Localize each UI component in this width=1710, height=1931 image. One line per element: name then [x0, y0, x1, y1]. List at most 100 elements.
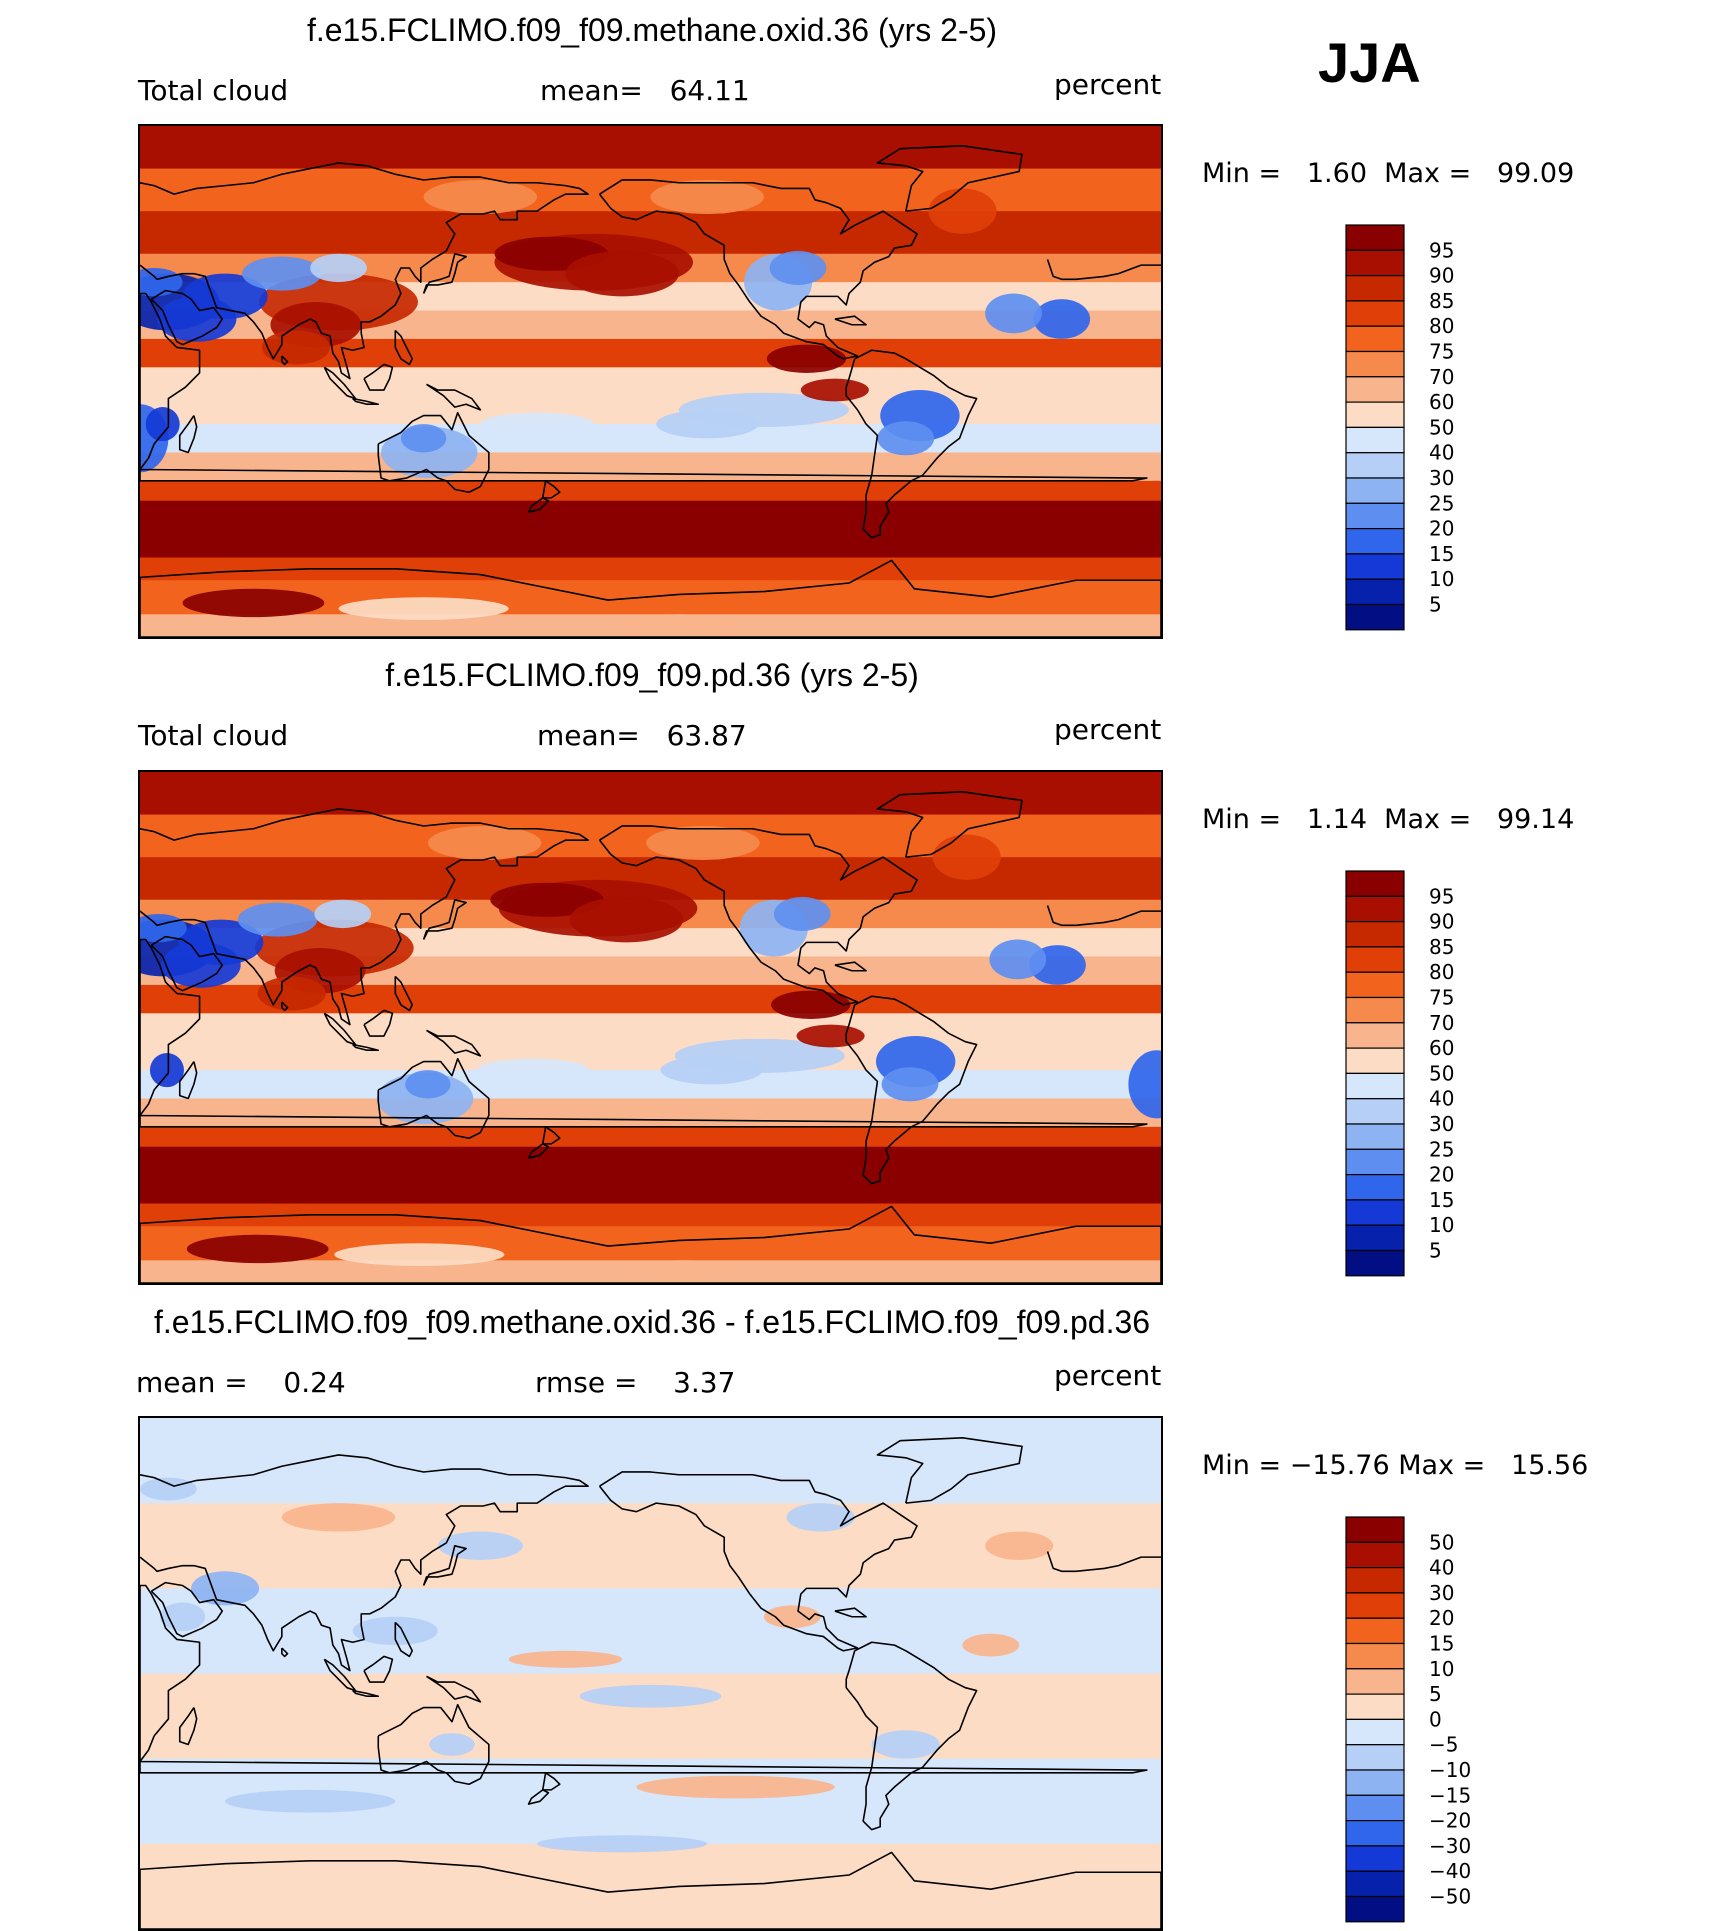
cloud-contour-region — [660, 1055, 763, 1085]
coastline — [845, 995, 978, 1185]
cloud-contour-region — [191, 1571, 260, 1606]
cloud-contour-region — [281, 1503, 396, 1532]
panel-3-colorbar: 50 40 30 20 15 10 5 0 −5 −10 −15 −20 −30 −40 −50 — [1345, 1516, 1485, 1925]
coastline — [323, 1658, 357, 1692]
colorbar-tick-label: 15 — [1429, 1188, 1454, 1212]
coastline — [598, 179, 918, 360]
map-svg — [140, 1418, 1161, 1929]
cloud-contour-region — [537, 1835, 708, 1853]
coastline — [394, 329, 414, 366]
coastline — [845, 349, 978, 539]
coastline — [178, 1061, 198, 1100]
cloud-contour-region — [820, 182, 935, 212]
colorbar-swatch — [1345, 274, 1405, 302]
colorbar-swatch — [1345, 946, 1405, 973]
colorbar-tick-label: 30 — [1429, 1112, 1454, 1136]
coastline — [363, 1009, 394, 1037]
cloud-contour-region — [490, 882, 604, 917]
coastline — [426, 383, 482, 411]
colorbar-tick-label: 20 — [1429, 1606, 1454, 1630]
cloud-band — [140, 1843, 1161, 1929]
colorbar-tick-label: 0 — [1429, 1707, 1442, 1731]
panel-3-title: f.e15.FCLIMO.f09_f09.methane.oxid.36 - f… — [153, 1304, 1151, 1340]
coastline — [281, 355, 289, 366]
cloud-contour-region — [816, 828, 930, 858]
colorbar-swatch — [1345, 249, 1405, 277]
coastline — [140, 292, 1148, 482]
colorbar-swatch — [1345, 401, 1405, 429]
colorbar-tick-label: 60 — [1429, 390, 1454, 414]
colorbar-swatch — [1345, 1744, 1405, 1771]
colorbar-swatch — [1345, 1516, 1405, 1543]
cloud-contour-region — [962, 1633, 1020, 1657]
colorbar-swatch — [1345, 996, 1405, 1024]
coastline — [876, 1437, 1023, 1504]
cloud-contour-region — [427, 825, 542, 861]
colorbar-tick-label: −10 — [1429, 1758, 1471, 1782]
colorbar-tick-label: 95 — [1429, 238, 1454, 262]
colorbar-tick-label: 75 — [1429, 986, 1454, 1010]
colorbar-tick-label: 85 — [1429, 289, 1454, 313]
coastline — [323, 366, 357, 400]
panel-1-title: f.e15.FCLIMO.f09_f09.methane.oxid.36 (yr… — [306, 12, 998, 48]
coastline — [281, 1647, 289, 1658]
cloud-contour-region — [962, 526, 1133, 549]
colorbar-swatch — [1345, 1047, 1405, 1075]
cloud-contour-region — [678, 512, 906, 535]
colorbar-tick-label: 40 — [1429, 441, 1454, 465]
cloud-contour-region — [140, 1477, 197, 1501]
colorbar-swatch — [1345, 1895, 1405, 1923]
colorbar-swatch — [1345, 1668, 1405, 1695]
cloud-contour-region — [579, 1684, 722, 1708]
cloud-contour-region — [429, 1733, 475, 1756]
cloud-band — [140, 814, 1161, 859]
colorbar-swatch — [1345, 1845, 1405, 1872]
panel-1-units: percent — [1054, 68, 1162, 101]
coastline — [140, 559, 1161, 637]
panel-1-mean-label: mean= 64.11 — [540, 74, 750, 107]
cloud-contour-region — [159, 1602, 206, 1631]
coastline — [140, 1205, 1161, 1283]
colorbar-tick-label: 60 — [1429, 1036, 1454, 1060]
coastline — [876, 145, 1023, 212]
colorbar-tick-label: 90 — [1429, 910, 1454, 934]
cloud-contour-region — [145, 407, 180, 442]
cloud-contour-region — [871, 1730, 940, 1759]
cloud-band — [140, 395, 1161, 426]
colorbar-tick-label: 70 — [1429, 1011, 1454, 1035]
colorbar-swatch — [1345, 870, 1405, 897]
panel-2-variable-label: Total cloud — [138, 719, 289, 752]
colorbar-tick-label: 85 — [1429, 935, 1454, 959]
coastline — [352, 1043, 380, 1052]
colorbar-tick-label: 20 — [1429, 1163, 1454, 1187]
coastline — [377, 1703, 490, 1786]
colorbar-swatch — [1345, 920, 1405, 948]
cloud-contour-region — [958, 1172, 1129, 1195]
panel-2-map — [138, 770, 1163, 1285]
colorbar-swatch — [1345, 224, 1405, 251]
cloud-contour-region — [985, 1531, 1054, 1560]
colorbar-tick-label: 80 — [1429, 960, 1454, 984]
coastline — [598, 1471, 918, 1652]
cloud-band — [140, 126, 1161, 170]
colorbar-swatch — [1345, 528, 1405, 555]
colorbar-tick-label: 50 — [1429, 1061, 1454, 1085]
colorbar-swatch — [1345, 1642, 1405, 1670]
cloud-contour-region — [154, 512, 296, 535]
colorbar-tick-label: 30 — [1429, 466, 1454, 490]
colorbar-swatch — [1345, 1794, 1405, 1822]
coastline — [394, 975, 414, 1012]
colorbar-tick-label: 40 — [1429, 1087, 1454, 1111]
cloud-contour-region — [786, 1503, 855, 1532]
colorbar-swatch — [1345, 971, 1405, 999]
colorbar-tick-label: 15 — [1429, 542, 1454, 566]
colorbar-swatch — [1345, 1769, 1405, 1796]
cloud-contour-region — [400, 424, 447, 453]
cloud-contour-region — [800, 378, 869, 402]
colorbar-tick-label: 5 — [1429, 1682, 1442, 1706]
coastline — [140, 808, 589, 1026]
colorbar-swatch — [1345, 578, 1405, 606]
colorbar-tick-label: 15 — [1429, 1632, 1454, 1656]
cloud-contour-region — [769, 250, 827, 285]
